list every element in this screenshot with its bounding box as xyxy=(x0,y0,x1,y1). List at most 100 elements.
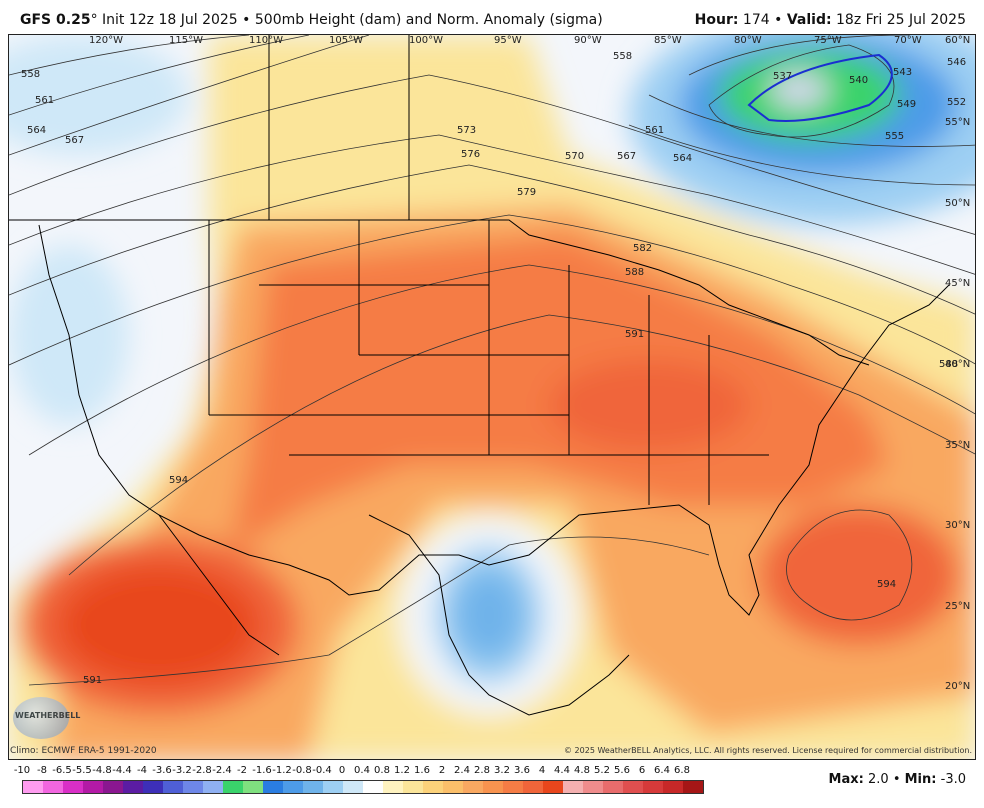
lon-label-105w: 105°W xyxy=(329,35,363,46)
colorbar-swatch xyxy=(503,781,523,793)
colorbar-label: 2 xyxy=(438,765,446,776)
contour-label: 537 xyxy=(773,71,793,82)
colorbar-swatch xyxy=(263,781,283,793)
contour-label: 591 xyxy=(83,675,103,686)
colorbar-label: -2.4 xyxy=(212,765,232,776)
colorbar-swatch xyxy=(543,781,563,793)
logo-text: WEATHERBELL xyxy=(15,711,81,720)
colorbar-label: 0 xyxy=(338,765,346,776)
colorbar-swatch xyxy=(483,781,503,793)
colorbar-label: -2.8 xyxy=(192,765,212,776)
colorbar-swatch xyxy=(583,781,603,793)
colorbar-swatch xyxy=(663,781,683,793)
hour-label: Hour: xyxy=(694,12,739,28)
colorbar-swatch xyxy=(43,781,63,793)
colorbar-label: -0.4 xyxy=(312,765,332,776)
contour-label: 546 xyxy=(947,57,967,68)
colorbar-label: -10 xyxy=(13,765,31,776)
colorbar-label: -4 xyxy=(137,765,147,776)
colorbar-swatch xyxy=(103,781,123,793)
max-value: 2.0 xyxy=(867,772,889,787)
colorbar-label: -3.2 xyxy=(172,765,192,776)
lat-label-20n: 20°N xyxy=(945,681,971,692)
valid-value: 18z Fri 25 Jul 2025 xyxy=(836,12,966,28)
colorbar-swatch xyxy=(443,781,463,793)
colorbar-label: 2.4 xyxy=(454,765,470,776)
lat-label-55n: 55°N xyxy=(945,117,971,128)
valid-label: Valid: xyxy=(786,12,832,28)
stats-bullet: • xyxy=(892,772,901,787)
contour-label: 561 xyxy=(645,125,665,136)
colorbar-label: 4 xyxy=(538,765,546,776)
lon-label-90w: 90°W xyxy=(574,35,602,46)
hour-value: 174 xyxy=(742,12,770,28)
colorbar-swatch xyxy=(23,781,43,793)
colorbar-label: 2.8 xyxy=(474,765,490,776)
contour-label: 561 xyxy=(35,95,55,106)
contour-label: 594 xyxy=(877,579,897,590)
lon-label-110w: 110°W xyxy=(249,35,283,46)
lon-label-100w: 100°W xyxy=(409,35,443,46)
contour-label: 582 xyxy=(633,243,653,254)
contour-label: 588 xyxy=(625,267,645,278)
climo-note: Climo: ECMWF ERA-5 1991-2020 xyxy=(10,746,157,756)
colorbar-label: 5.6 xyxy=(614,765,630,776)
contour-label: 552 xyxy=(947,97,967,108)
header-bullet: • xyxy=(774,12,783,28)
contour-label: 570 xyxy=(565,151,585,162)
colorbar-label: -5.5 xyxy=(72,765,92,776)
colorbar-label: 4.4 xyxy=(554,765,570,776)
anomaly-map: 120°W 115°W 110°W 105°W 100°W 95°W 90°W … xyxy=(8,34,976,760)
map-title: GFS 0.25° Init 12z 18 Jul 2025 • 500mb H… xyxy=(20,12,603,28)
contour-label: 564 xyxy=(27,125,47,136)
colorbar-swatch xyxy=(403,781,423,793)
lon-label-95w: 95°W xyxy=(494,35,522,46)
colorbar-label: 6 xyxy=(638,765,646,776)
colorbar-label: -0.8 xyxy=(292,765,312,776)
map-canvas xyxy=(9,35,975,759)
lon-label-75w: 75°W xyxy=(814,35,842,46)
colorbar-swatch xyxy=(683,781,703,793)
height-contours xyxy=(9,35,975,686)
colorbar-label: 1.6 xyxy=(414,765,430,776)
init-time: Init 12z 18 Jul 2025 xyxy=(102,12,238,28)
colorbar-swatch xyxy=(123,781,143,793)
model-name: GFS 0.25 xyxy=(20,12,91,28)
colorbar-label: 3.2 xyxy=(494,765,510,776)
colorbar-label: 0.8 xyxy=(374,765,390,776)
colorbar-swatch xyxy=(363,781,383,793)
lat-label-30n: 30°N xyxy=(945,520,971,531)
colorbar-label: 5.2 xyxy=(594,765,610,776)
max-label: Max: xyxy=(828,772,864,787)
colorbar-swatch xyxy=(563,781,583,793)
product-title: 500mb Height (dam) and Norm. Anomaly (si… xyxy=(254,12,603,28)
lat-label-35n: 35°N xyxy=(945,440,971,451)
political-borders xyxy=(9,35,950,716)
anomaly-shading xyxy=(9,35,975,759)
contour-label: 558 xyxy=(21,69,41,80)
colorbar-swatch xyxy=(283,781,303,793)
copyright-note: © 2025 WeatherBELL Analytics, LLC. All r… xyxy=(564,746,972,755)
lat-label-60n: 60°N xyxy=(945,35,971,46)
colorbar-swatch xyxy=(523,781,543,793)
weatherbell-logo: WEATHERBELL xyxy=(13,697,80,739)
colorbar-swatch xyxy=(183,781,203,793)
colorbar-label: -8 xyxy=(37,765,47,776)
colorbar-label: 3.6 xyxy=(514,765,530,776)
colorbar-swatch xyxy=(623,781,643,793)
contour-label: 576 xyxy=(461,149,481,160)
lat-label-45n: 45°N xyxy=(945,278,971,289)
colorbar-label: -1.2 xyxy=(272,765,292,776)
colorbar xyxy=(22,780,704,794)
contour-label: 558 xyxy=(613,51,633,62)
contour-label: 579 xyxy=(517,187,537,198)
max-min-stats: Max: 2.0 • Min: -3.0 xyxy=(829,772,966,787)
lon-label-70w: 70°W xyxy=(894,35,922,46)
degree-symbol: ° xyxy=(90,12,98,28)
lat-label-50n: 50°N xyxy=(945,198,971,209)
contour-label: 594 xyxy=(169,475,189,486)
contour-label: 543 xyxy=(893,67,913,78)
colorbar-label: 4.8 xyxy=(574,765,590,776)
colorbar-label: -4.4 xyxy=(112,765,132,776)
colorbar-label: 6.8 xyxy=(674,765,690,776)
